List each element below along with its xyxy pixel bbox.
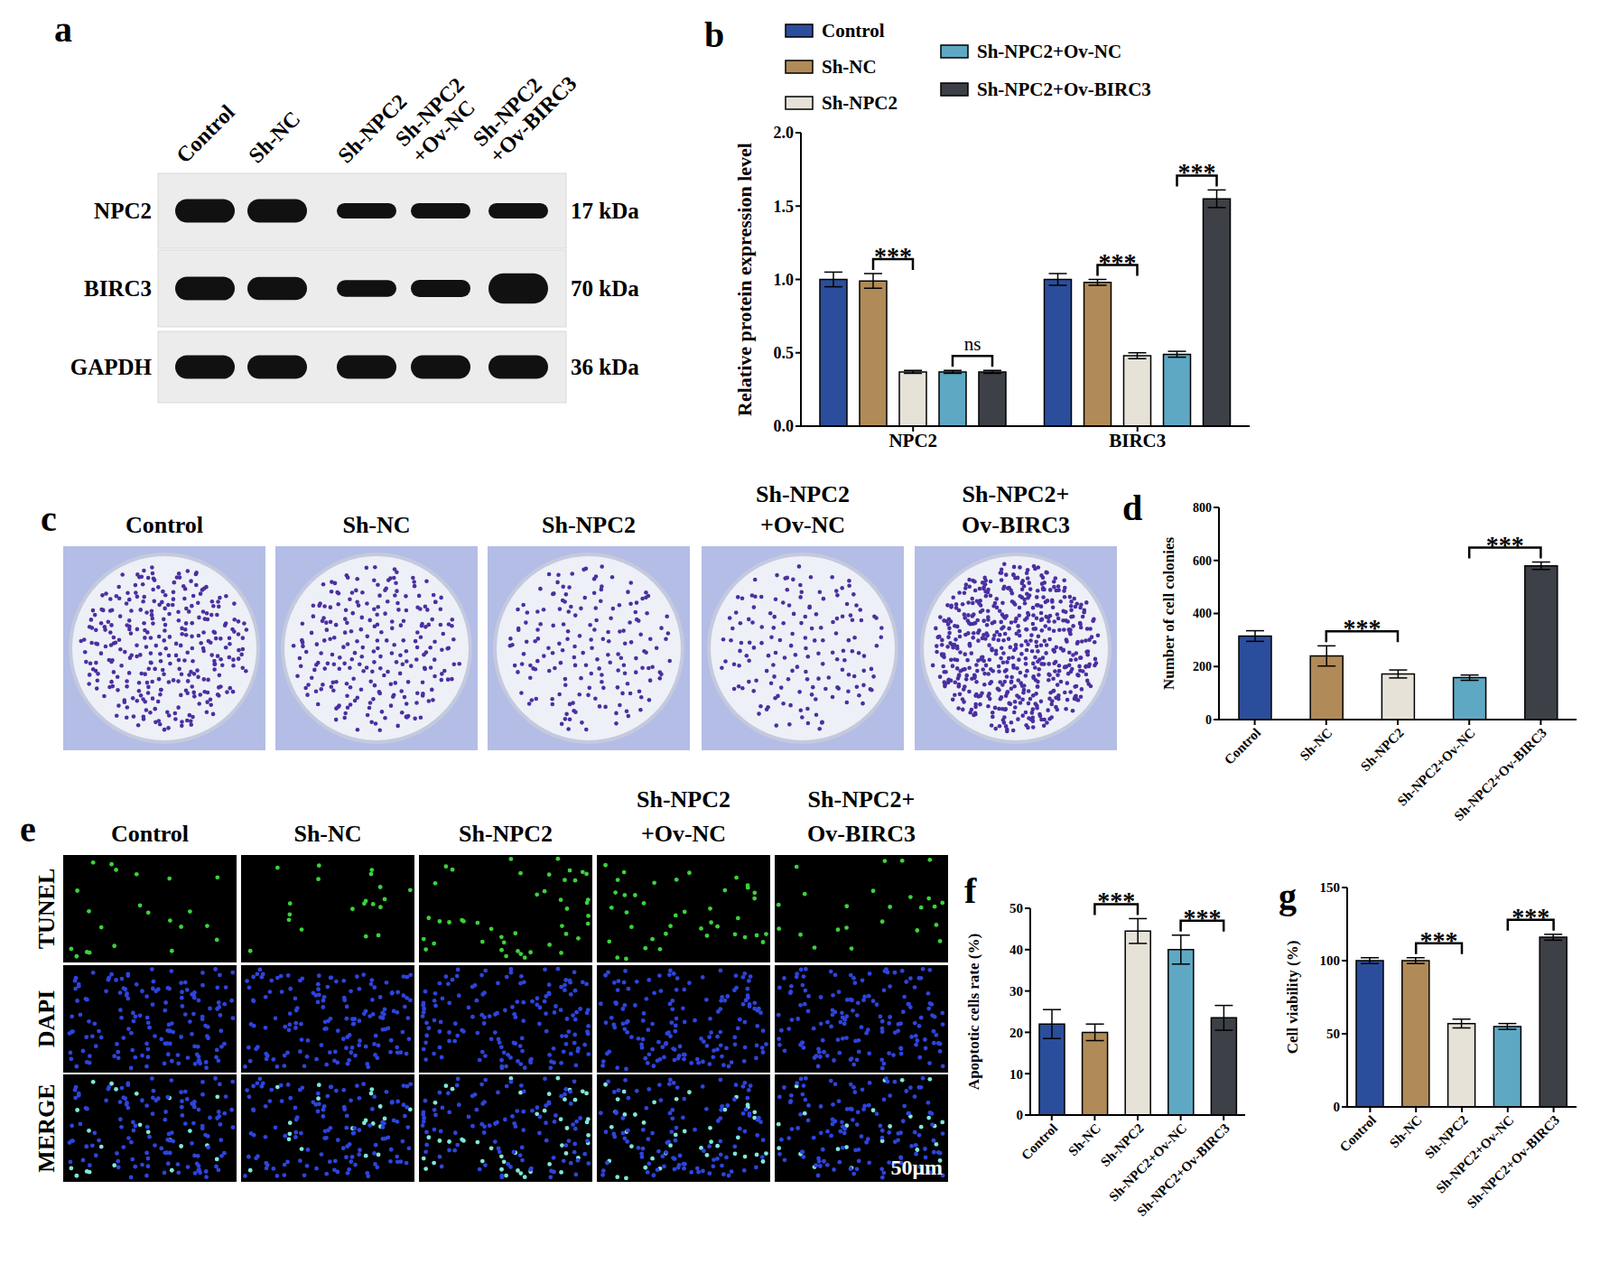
svg-text:BIRC3: BIRC3	[83, 276, 152, 301]
svg-text:***: ***	[874, 241, 912, 270]
svg-text:NPC2: NPC2	[93, 198, 152, 224]
svg-text:Sh-NPC2+Ov-BIRC3: Sh-NPC2+Ov-BIRC3	[976, 78, 1152, 101]
svg-text:+Ov-NC: +Ov-NC	[641, 820, 726, 847]
svg-text:Control: Control	[171, 100, 240, 168]
svg-text:Ov-BIRC3: Ov-BIRC3	[807, 820, 916, 847]
svg-text:800: 800	[1192, 501, 1212, 515]
svg-text:50μm: 50μm	[890, 1155, 943, 1180]
svg-text:Control: Control	[1018, 1120, 1061, 1163]
svg-text:Sh-NPC2+Ov-NC: Sh-NPC2+Ov-NC	[1395, 725, 1479, 809]
svg-text:g: g	[1278, 875, 1297, 917]
svg-text:0: 0	[1016, 1107, 1024, 1123]
svg-text:Sh-NC: Sh-NC	[1386, 1112, 1425, 1151]
svg-text:Apoptotic cells rate (%): Apoptotic cells rate (%)	[965, 933, 983, 1090]
svg-text:+Ov-NC: +Ov-NC	[407, 95, 480, 168]
svg-text:Sh-NC: Sh-NC	[821, 55, 877, 78]
svg-text:Sh-NPC2: Sh-NPC2	[468, 73, 547, 151]
svg-text:Cell viability (%): Cell viability (%)	[1283, 940, 1302, 1055]
svg-text:a: a	[54, 9, 73, 50]
svg-text:Sh-NPC2+Ov-NC: Sh-NPC2+Ov-NC	[976, 40, 1122, 63]
svg-text:BIRC3: BIRC3	[1108, 429, 1166, 452]
svg-text:Sh-NPC2+Ov-NC: Sh-NPC2+Ov-NC	[1432, 1112, 1517, 1196]
svg-text:0.0: 0.0	[773, 417, 795, 436]
svg-text:Sh-NPC2: Sh-NPC2	[458, 820, 553, 847]
svg-text:Ov-BIRC3: Ov-BIRC3	[961, 511, 1070, 539]
svg-text:100: 100	[1320, 953, 1341, 968]
svg-text:50: 50	[1009, 901, 1024, 916]
svg-text:***: ***	[1420, 926, 1459, 955]
svg-text:***: ***	[1486, 530, 1525, 559]
svg-text:Sh-NPC2+Ov-BIRC3: Sh-NPC2+Ov-BIRC3	[1134, 1120, 1233, 1219]
svg-text:150: 150	[1320, 880, 1341, 895]
svg-text:Sh-NPC2: Sh-NPC2	[755, 481, 850, 508]
svg-text:Sh-NPC2+Ov-NC: Sh-NPC2+Ov-NC	[1106, 1120, 1190, 1204]
svg-text:Control: Control	[125, 511, 204, 539]
svg-text:400: 400	[1192, 606, 1212, 621]
svg-text:Sh-NPC2: Sh-NPC2	[333, 89, 411, 168]
svg-text:2.0: 2.0	[773, 123, 795, 142]
svg-text:Sh-NPC2: Sh-NPC2	[636, 786, 731, 813]
svg-text:0: 0	[1333, 1099, 1341, 1115]
svg-text:Sh-NC: Sh-NC	[342, 511, 410, 539]
svg-text:b: b	[704, 14, 725, 56]
svg-text:17 kDa: 17 kDa	[570, 198, 640, 224]
svg-text:TUNEL: TUNEL	[33, 868, 60, 950]
svg-text:Sh-NPC2: Sh-NPC2	[390, 73, 469, 151]
svg-text:***: ***	[1342, 613, 1381, 642]
svg-text:GAPDH: GAPDH	[70, 354, 153, 380]
svg-text:0: 0	[1205, 713, 1212, 727]
svg-text:d: d	[1122, 487, 1143, 529]
svg-text:Sh-NPC2: Sh-NPC2	[1422, 1112, 1471, 1162]
svg-text:MERGE: MERGE	[33, 1083, 60, 1173]
svg-text:***: ***	[1097, 886, 1135, 915]
svg-text:Sh-NC: Sh-NC	[1296, 725, 1335, 763]
svg-text:ns: ns	[964, 333, 982, 355]
svg-text:Sh-NPC2+Ov-BIRC3: Sh-NPC2+Ov-BIRC3	[1464, 1112, 1563, 1211]
svg-text:20: 20	[1009, 1025, 1024, 1041]
svg-text:30: 30	[1009, 984, 1024, 999]
svg-text:***: ***	[1182, 903, 1221, 932]
svg-text:Sh-NC: Sh-NC	[1065, 1120, 1104, 1159]
svg-text:Sh-NPC2: Sh-NPC2	[541, 511, 636, 539]
svg-text:Control: Control	[1221, 725, 1264, 767]
svg-text:Control: Control	[821, 19, 885, 42]
svg-text:***: ***	[1098, 248, 1137, 277]
svg-text:Number of cell colonies: Number of cell colonies	[1160, 537, 1178, 691]
svg-text:1.5: 1.5	[773, 197, 795, 216]
svg-text:Sh-NPC2+Ov-BIRC3: Sh-NPC2+Ov-BIRC3	[1451, 725, 1550, 824]
svg-text:600: 600	[1192, 554, 1212, 568]
svg-text:+Ov-NC: +Ov-NC	[760, 511, 846, 539]
svg-text:Sh-NPC2: Sh-NPC2	[1358, 725, 1407, 774]
svg-text:***: ***	[1511, 902, 1550, 931]
svg-text:+Ov-BIRC3: +Ov-BIRC3	[484, 71, 581, 168]
svg-text:f: f	[964, 870, 977, 912]
svg-text:***: ***	[1178, 158, 1217, 187]
svg-text:0.5: 0.5	[773, 344, 795, 363]
svg-text:Control: Control	[111, 820, 189, 847]
svg-text:10: 10	[1009, 1067, 1024, 1082]
svg-text:Sh-NPC2: Sh-NPC2	[821, 92, 898, 114]
svg-text:Sh-NPC2+: Sh-NPC2+	[962, 481, 1070, 508]
svg-text:Sh-NC: Sh-NC	[293, 820, 362, 847]
svg-text:200: 200	[1192, 660, 1212, 674]
svg-text:NPC2: NPC2	[888, 429, 938, 452]
svg-text:Sh-NPC2+: Sh-NPC2+	[808, 786, 916, 813]
svg-text:1.0: 1.0	[773, 270, 795, 289]
svg-text:Sh-NC: Sh-NC	[243, 106, 305, 168]
svg-text:36 kDa: 36 kDa	[570, 354, 640, 380]
svg-text:DAPI: DAPI	[33, 990, 60, 1049]
svg-text:c: c	[40, 498, 57, 540]
svg-text:Control: Control	[1337, 1112, 1379, 1154]
svg-text:70 kDa: 70 kDa	[570, 276, 640, 301]
svg-text:40: 40	[1009, 942, 1024, 958]
svg-text:e: e	[19, 809, 37, 850]
svg-text:50: 50	[1326, 1026, 1340, 1042]
svg-text:Relative protein expression le: Relative protein expression level	[733, 142, 756, 417]
